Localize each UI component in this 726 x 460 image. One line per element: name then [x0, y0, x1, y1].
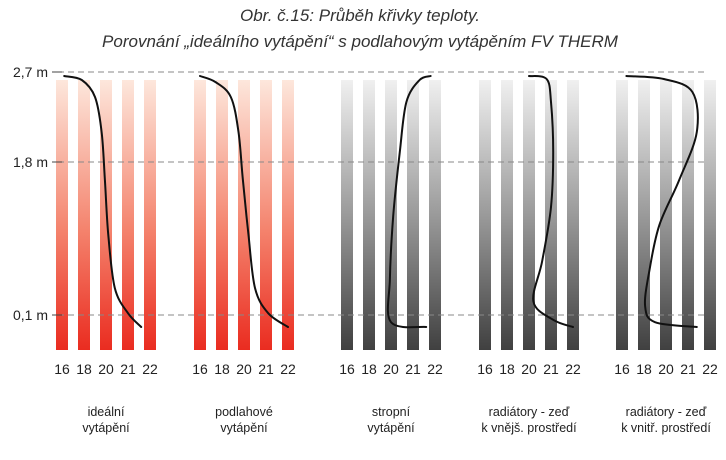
panel-caption: vytápění — [220, 421, 268, 435]
temperature-stripe — [660, 80, 672, 350]
temperature-tick-label: 16 — [339, 361, 355, 377]
panel-caption: stropní — [372, 405, 411, 419]
temperature-stripe — [260, 80, 272, 350]
temperature-tick-label: 21 — [120, 361, 136, 377]
temperature-tick-label: 21 — [405, 361, 421, 377]
height-label: 0,1 m — [13, 307, 48, 323]
temperature-tick-label: 18 — [76, 361, 92, 377]
temperature-stripe — [682, 80, 694, 350]
height-label: 2,7 m — [13, 64, 48, 80]
temperature-stripe — [479, 80, 491, 350]
panel-caption: ideální — [88, 405, 125, 419]
temperature-tick-label: 22 — [565, 361, 581, 377]
temperature-tick-label: 21 — [258, 361, 274, 377]
temperature-stripe — [194, 80, 206, 350]
temperature-stripe — [56, 80, 68, 350]
temperature-stripe — [238, 80, 250, 350]
temperature-stripe — [282, 80, 294, 350]
temperature-stripe — [144, 80, 156, 350]
temperature-tick-label: 18 — [214, 361, 230, 377]
temperature-stripe — [704, 80, 716, 350]
temperature-stripe — [216, 80, 228, 350]
figure-title: Obr. č.15: Průběh křivky teploty. — [240, 6, 480, 25]
temperature-tick-label: 20 — [521, 361, 537, 377]
temperature-stripe — [385, 80, 397, 350]
temperature-stripe — [122, 80, 134, 350]
temperature-tick-label: 20 — [98, 361, 114, 377]
temperature-tick-label: 18 — [361, 361, 377, 377]
temperature-stripe — [363, 80, 375, 350]
temperature-curve — [386, 75, 432, 329]
panel-caption: radiátory - zeď — [489, 405, 570, 419]
temperature-stripe — [407, 80, 419, 350]
temperature-stripe — [429, 80, 441, 350]
temperature-tick-label: 16 — [477, 361, 493, 377]
temperature-tick-label: 22 — [142, 361, 158, 377]
panel-caption: k vnějš. prostředí — [481, 421, 577, 435]
temperature-tick-label: 22 — [427, 361, 443, 377]
temperature-tick-label: 22 — [280, 361, 296, 377]
temperature-tick-label: 22 — [702, 361, 718, 377]
temperature-stripe — [523, 80, 535, 350]
temperature-curve — [625, 75, 699, 328]
temperature-curve — [199, 75, 289, 328]
temperature-tick-label: 16 — [614, 361, 630, 377]
temperature-stripe — [341, 80, 353, 350]
temperature-stripe — [567, 80, 579, 350]
temperature-stripe — [501, 80, 513, 350]
temperature-tick-label: 21 — [680, 361, 696, 377]
temperature-tick-label: 16 — [192, 361, 208, 377]
temperature-curve — [528, 75, 574, 328]
temperature-stripe — [78, 80, 90, 350]
temperature-stripe — [616, 80, 628, 350]
temperature-tick-label: 18 — [636, 361, 652, 377]
figure-subtitle: Porovnání „ideálního vytápění“ s podlaho… — [102, 32, 618, 51]
temperature-curve — [63, 75, 143, 328]
temperature-stripe — [638, 80, 650, 350]
temperature-tick-label: 21 — [543, 361, 559, 377]
temperature-tick-label: 20 — [236, 361, 252, 377]
temperature-tick-label: 18 — [499, 361, 515, 377]
panel-caption: radiátory - zeď — [626, 405, 707, 419]
panel-caption: k vnitř. prostředí — [621, 421, 711, 435]
panel-caption: vytápění — [367, 421, 415, 435]
height-label: 1,8 m — [13, 154, 48, 170]
temperature-tick-label: 20 — [383, 361, 399, 377]
temperature-tick-label: 16 — [54, 361, 70, 377]
panel-caption: podlahové — [215, 405, 273, 419]
temperature-tick-label: 20 — [658, 361, 674, 377]
panel-caption: vytápění — [82, 421, 130, 435]
